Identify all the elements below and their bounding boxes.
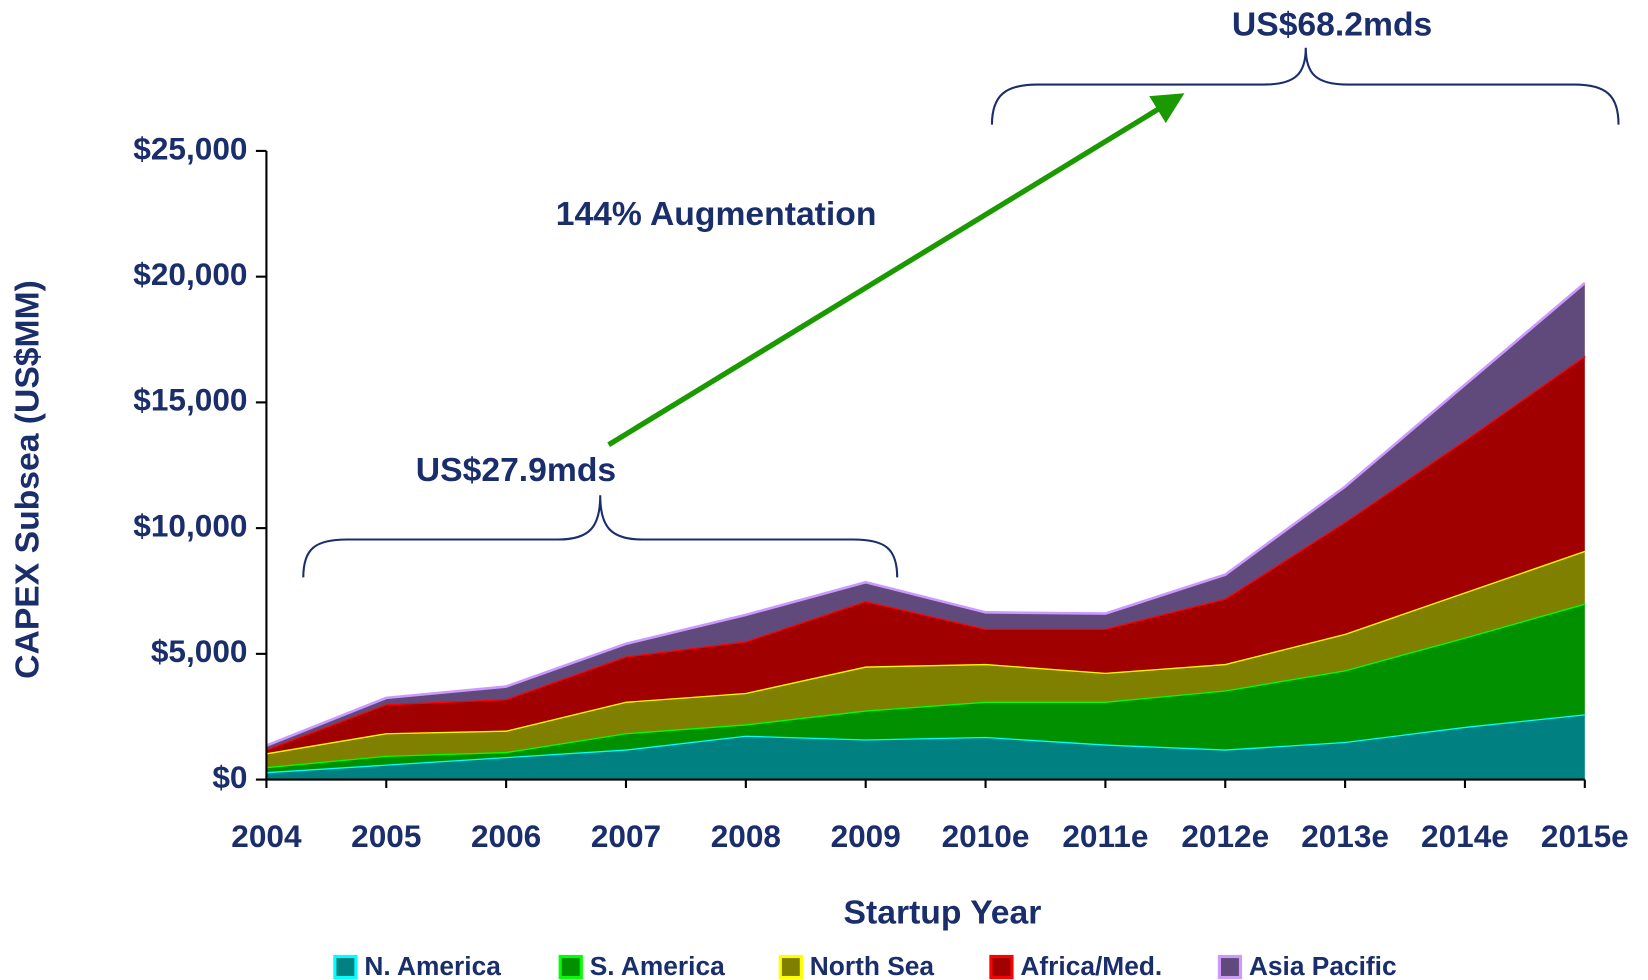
legend-label: S. America	[590, 951, 725, 980]
areas	[265, 281, 1586, 780]
y-tick-label: $5,000	[151, 633, 248, 669]
y-tick-label: $20,000	[133, 256, 247, 292]
growth-arrow	[607, 93, 1185, 447]
x-tick-label: 2012e	[1181, 818, 1269, 854]
legend-swatch	[778, 954, 803, 980]
y-tick-label: $10,000	[133, 507, 247, 543]
y-tick-label: $25,000	[133, 130, 247, 166]
legend-swatch	[558, 954, 583, 980]
x-tick-label: 2008	[711, 818, 781, 854]
area-edge	[265, 281, 1586, 747]
area	[266, 550, 1585, 768]
legend-swatch	[989, 954, 1014, 980]
annotation: US$68.2mds	[1232, 7, 1432, 44]
legend-swatch	[333, 954, 358, 980]
annotation: US$27.9mds	[416, 452, 616, 489]
annotation: 144% Augmentation	[556, 196, 877, 233]
legend-label: North Sea	[810, 951, 935, 980]
x-tick-label: 2015e	[1541, 818, 1629, 854]
x-tick-label: 2007	[591, 818, 661, 854]
area	[266, 282, 1585, 750]
x-axis-label: Startup Year	[844, 894, 1042, 931]
area-edge	[266, 712, 1585, 774]
legend-label: Asia Pacific	[1249, 951, 1397, 980]
x-tick-label: 2006	[471, 818, 541, 854]
y-tick-label: $0	[212, 759, 247, 795]
y-axis-label: CAPEX Subsea (US$MM)	[9, 280, 46, 679]
y-tick-label: $15,000	[133, 382, 247, 418]
bracket-left	[302, 495, 899, 578]
x-tick-label: 2014e	[1421, 818, 1509, 854]
x-tick-label: 2005	[351, 818, 421, 854]
x-tick-label: 2009	[831, 818, 901, 854]
x-tick-label: 2004	[231, 818, 302, 854]
legend-label: N. America	[364, 951, 501, 980]
x-tick-label: 2011e	[1062, 818, 1148, 854]
x-tick-label: 2010e	[942, 818, 1030, 854]
x-tick-label: 2013e	[1301, 818, 1389, 854]
bracket-right	[990, 47, 1620, 125]
legend-label: Africa/Med.	[1020, 951, 1162, 980]
area	[266, 603, 1585, 773]
area	[266, 714, 1585, 780]
area	[266, 355, 1585, 754]
legend-swatch	[1217, 954, 1243, 980]
